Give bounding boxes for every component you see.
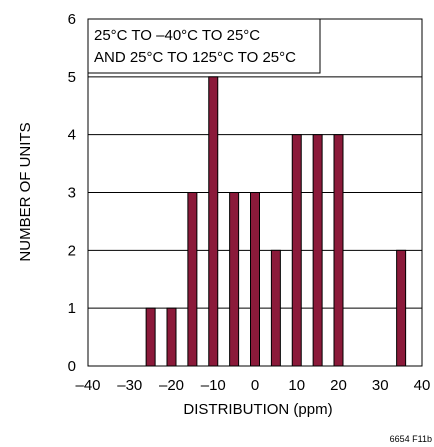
histogram-bar [208,76,219,367]
histogram-bar [291,134,302,367]
x-tick-label: –10 [201,377,226,394]
annotation-line-1: 25°C TO –40°C TO 25°C [94,27,260,44]
x-tick-label: –20 [159,377,184,394]
histogram-bar [229,192,240,367]
x-tick-label: –40 [75,377,100,394]
y-tick-label: 6 [68,11,76,28]
histogram-bar [270,249,281,367]
y-tick-label: 0 [68,358,76,375]
histogram-bar [145,307,156,367]
bars [145,76,407,367]
histogram-bar [396,249,407,367]
histogram-bar [312,134,323,367]
y-tick-label: 3 [68,185,76,202]
x-tick-label: 0 [251,377,259,394]
y-tick-label: 2 [68,242,76,259]
y-tick-label: 1 [68,300,76,317]
x-tick-label: 30 [372,377,389,394]
histogram-bar [250,192,260,367]
annotation-box [87,18,321,74]
y-tick-label: 5 [68,69,76,86]
histogram-bar [187,192,198,367]
histogram-bar [333,134,344,367]
x-tick-label: –30 [117,377,142,394]
tick-labels: –40 –30 –20 –10 0 10 20 30 40 0 1 2 3 4 5 6 [68,11,431,394]
histogram-bar [166,307,177,367]
annotation-line-2: AND 25°C TO 125°C TO 25°C [94,49,296,66]
x-axis-title: DISTRIBUTION (ppm) [183,401,332,418]
y-axis-title: NUMBER OF UNITS [17,122,34,261]
x-tick-label: 10 [288,377,305,394]
y-tick-label: 4 [68,127,76,144]
x-tick-label: 20 [330,377,347,394]
x-tick-label: 40 [414,377,431,394]
figure-id: 6654 F11b [390,434,432,444]
